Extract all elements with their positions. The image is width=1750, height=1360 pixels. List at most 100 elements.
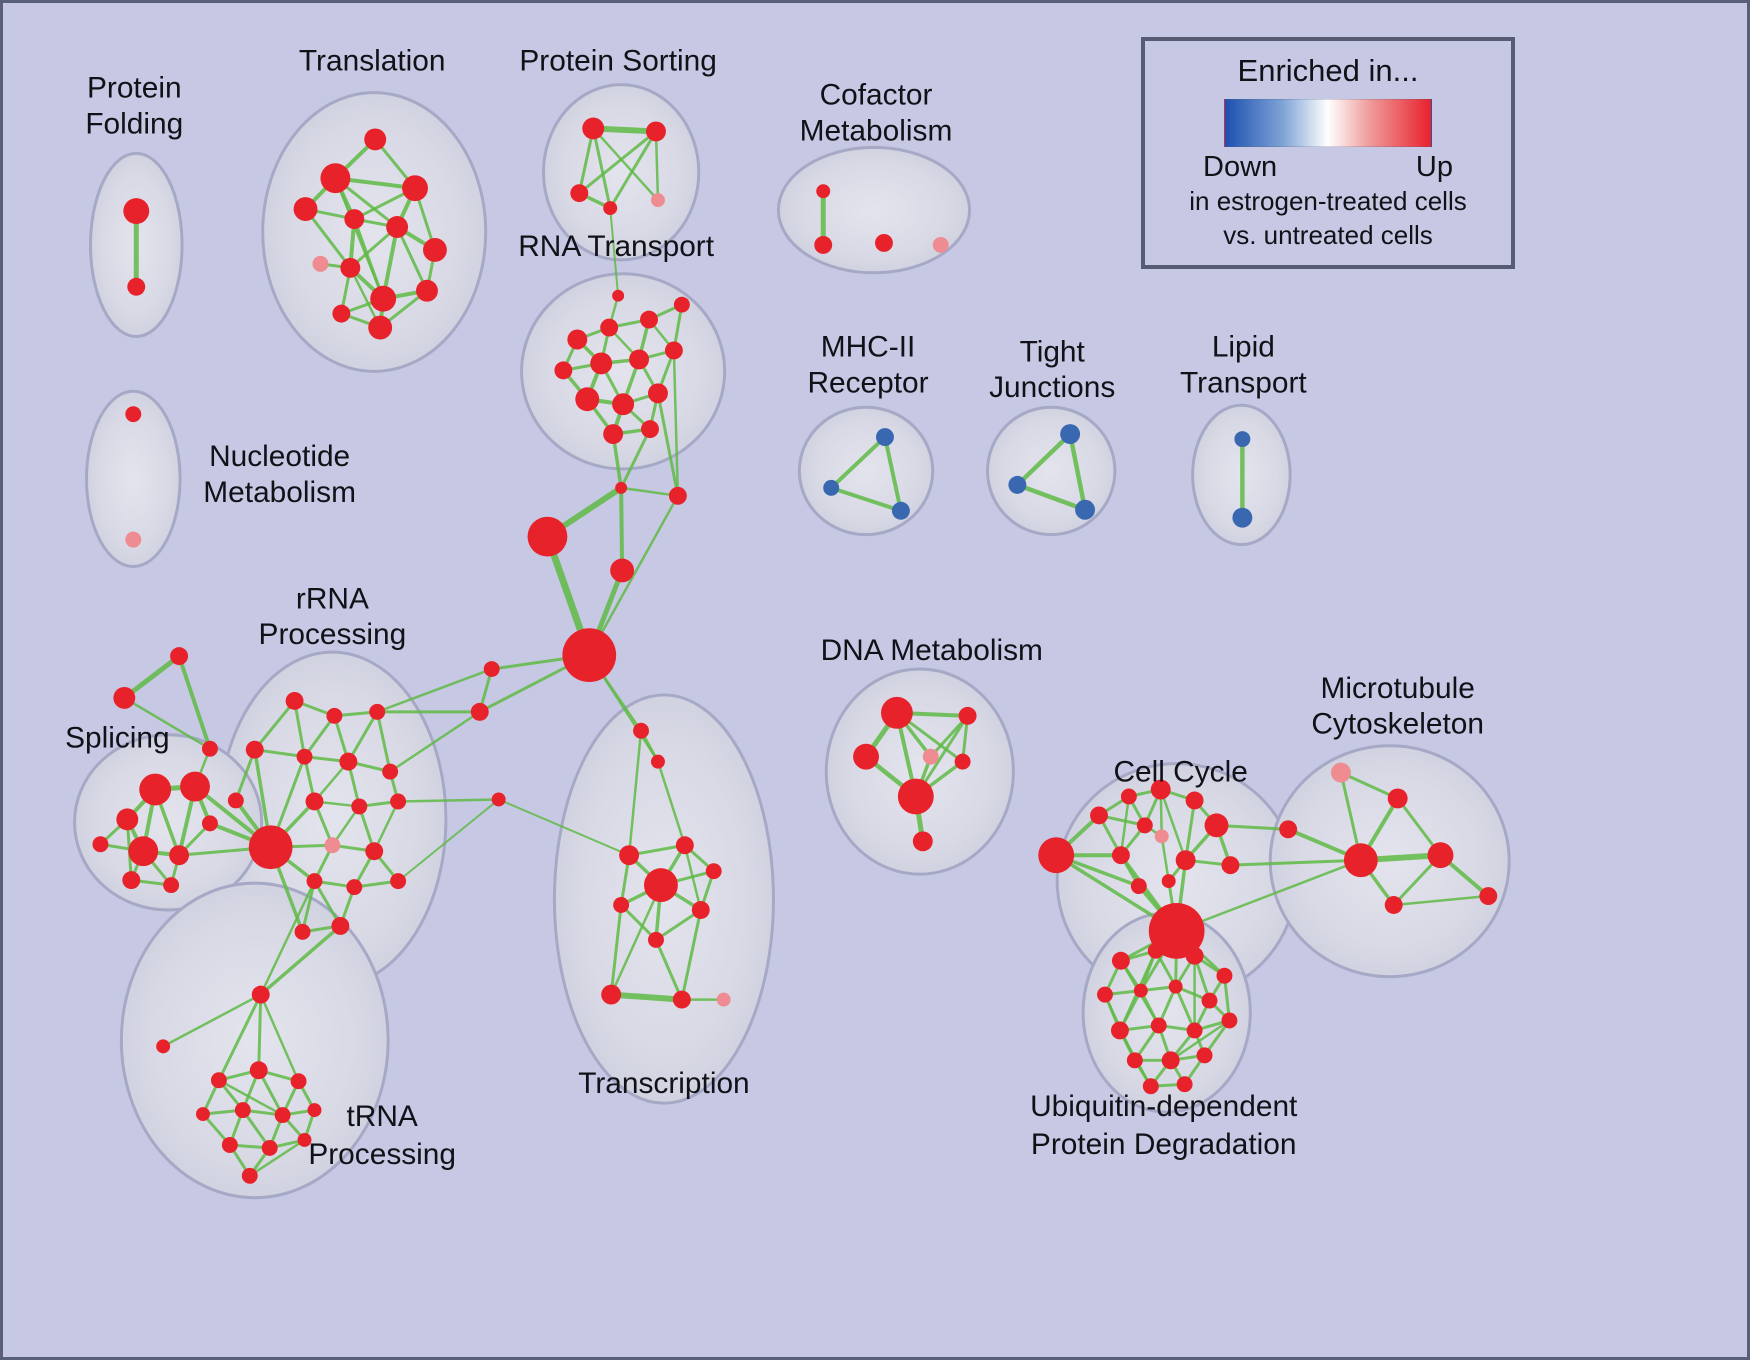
cluster-label-protein-folding-1: Protein — [87, 72, 182, 105]
node-rr17 — [331, 916, 350, 935]
edge-ps2-ps3 — [577, 129, 658, 195]
node-rr3 — [369, 703, 386, 720]
node-sp3 — [116, 808, 139, 831]
edge-rr2-rr5 — [303, 714, 336, 759]
node-tn8 — [221, 1136, 238, 1153]
node-tl11 — [416, 279, 438, 302]
node-ub4 — [1216, 967, 1233, 984]
node-hub — [562, 628, 617, 682]
node-cf4 — [932, 236, 949, 253]
node-ub17 — [1176, 1076, 1193, 1093]
edge-trx-trh — [161, 993, 262, 1048]
edge-mc6-mc7 — [1392, 894, 1490, 907]
node-mc1 — [1330, 762, 1351, 783]
node-cc3 — [1120, 788, 1137, 805]
node-rt10 — [612, 393, 635, 416]
node-ps4 — [603, 201, 618, 216]
edge-trh-tn1 — [217, 993, 263, 1082]
edge-cc11-mc4 — [1228, 858, 1363, 867]
edge-tri1-tri2 — [121, 653, 182, 701]
node-sp6 — [201, 815, 218, 832]
cluster-label-ubiquitin-degradation-1: Ubiquitin-dependent — [1030, 1090, 1298, 1123]
node-bg2 — [527, 516, 568, 557]
node-nm2 — [125, 531, 142, 548]
node-txa — [633, 722, 650, 739]
node-rr15 — [346, 879, 363, 896]
edge-rr3-rr6 — [346, 710, 379, 764]
edge-tj2-tj3 — [1015, 482, 1088, 512]
node-tri1 — [170, 647, 189, 666]
legend-gradient-bar — [1224, 99, 1432, 147]
edge-sl-tx1 — [497, 798, 631, 857]
cluster-label-tight-junctions-1: Tight — [1020, 335, 1086, 368]
edge-rr1-rr5 — [293, 699, 307, 759]
node-tl5 — [344, 209, 365, 229]
edge-trh-tn2 — [257, 993, 263, 1072]
node-tx6 — [691, 901, 710, 919]
node-tl8 — [312, 255, 329, 272]
node-tl7 — [423, 237, 447, 262]
edge-bg1-bg4 — [619, 485, 625, 573]
node-mh1 — [875, 428, 894, 447]
node-tx8 — [601, 984, 622, 1005]
edge-tj1-tj2 — [1015, 431, 1073, 488]
edge-ps1-ps3 — [577, 126, 595, 195]
edge-txb-tx2 — [656, 760, 687, 847]
node-rt7 — [629, 349, 650, 370]
cluster-trna-processing — [119, 881, 390, 1200]
edge-tl1-tl9 — [304, 207, 352, 270]
cluster-tight-junctions — [986, 405, 1117, 537]
edge-rr17-trh — [258, 924, 343, 997]
edge-rt8-bg3 — [672, 349, 680, 498]
node-lt1 — [1234, 431, 1251, 448]
node-bg4 — [610, 558, 635, 583]
node-tl10 — [370, 285, 397, 312]
node-dm3 — [853, 743, 879, 770]
node-rt6 — [590, 352, 613, 375]
cluster-label-trna-processing-2: Processing — [308, 1138, 456, 1171]
node-tn9 — [261, 1139, 278, 1156]
node-ps2 — [646, 121, 666, 142]
cluster-label-splicing: Splicing — [65, 722, 170, 755]
edge-tx8-tx9 — [608, 991, 685, 1003]
cluster-label-cell-cycle: Cell Cycle — [1113, 756, 1247, 789]
node-ub1 — [1111, 951, 1130, 970]
node-tj1 — [1060, 424, 1081, 445]
node-mc6 — [1384, 896, 1403, 914]
edge-cc6-mc3 — [1214, 823, 1290, 831]
node-ps5 — [650, 193, 665, 208]
node-trx — [156, 1039, 171, 1054]
legend-title: Enriched in... — [1237, 53, 1419, 88]
edge-tx2-tx6 — [683, 844, 703, 912]
edge-rt13-bg1 — [619, 427, 652, 490]
legend-note-line2: vs. untreated cells — [1223, 220, 1433, 251]
node-bg3 — [668, 486, 687, 505]
edge-tx6-tx9 — [680, 908, 703, 1002]
cluster-label-cofactor-metabolism-2: Metabolism — [800, 114, 953, 147]
node-tx10 — [716, 992, 731, 1007]
edge-ps1-ps5 — [592, 127, 660, 202]
edge-bg1-bg3 — [619, 486, 680, 498]
node-mc2 — [1387, 788, 1408, 809]
node-dm2 — [958, 706, 977, 725]
node-cc12 — [1130, 878, 1147, 895]
node-tl4 — [402, 175, 428, 202]
node-rb — [470, 702, 489, 721]
node-tx5 — [613, 897, 630, 913]
node-rr10 — [351, 798, 368, 815]
cluster-nucleotide-metabolism — [85, 389, 182, 568]
node-tx7 — [648, 931, 664, 948]
node-dm7 — [912, 831, 933, 852]
node-bg1 — [615, 481, 628, 494]
node-mh3 — [891, 501, 910, 520]
node-ub15 — [1196, 1047, 1213, 1064]
node-cc2 — [1090, 806, 1108, 825]
node-tx4 — [644, 868, 678, 903]
node-tx1 — [619, 845, 640, 866]
node-cf2 — [814, 235, 833, 254]
edge-mc1-mc2 — [1339, 771, 1400, 800]
edge-cc4-cc10 — [1159, 788, 1187, 862]
cluster-label-trna-processing-1: tRNA — [347, 1100, 418, 1133]
